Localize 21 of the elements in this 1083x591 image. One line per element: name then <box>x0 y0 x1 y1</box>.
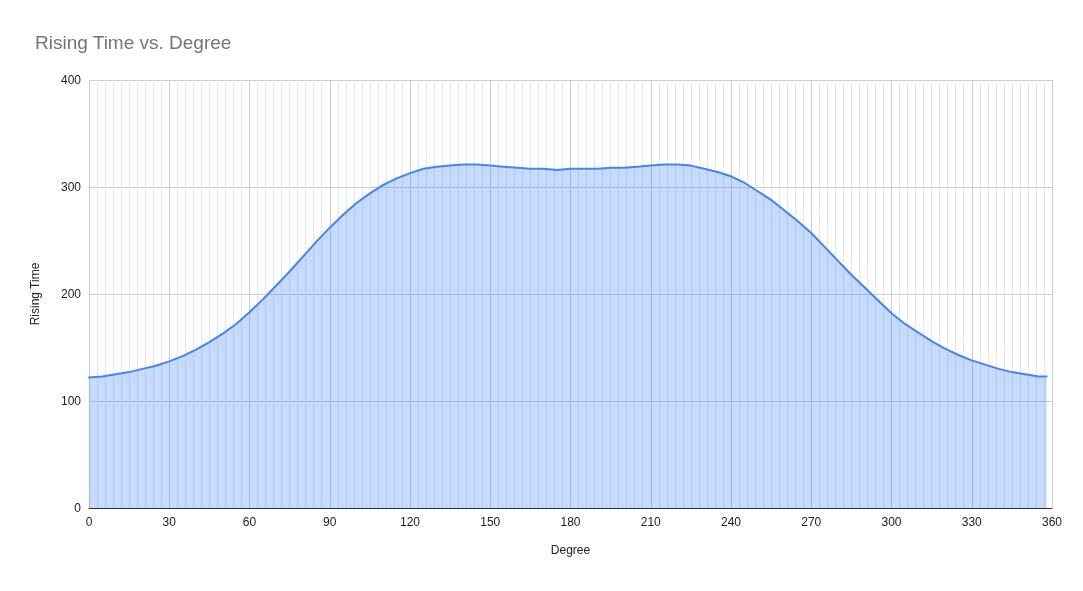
x-tick-label: 240 <box>720 515 742 529</box>
chart-title: Rising Time vs. Degree <box>35 32 232 53</box>
x-tick-label: 90 <box>323 515 337 529</box>
x-tick-label: 210 <box>640 515 662 529</box>
x-tick-label: 360 <box>1041 515 1063 529</box>
y-axis-title: Rising Time <box>28 262 42 326</box>
y-tick-label: 0 <box>74 501 82 515</box>
x-tick-label: 120 <box>399 515 421 529</box>
x-tick-label: 330 <box>961 515 983 529</box>
x-axis-title: Degree <box>550 543 591 557</box>
x-tick-label: 30 <box>162 515 177 529</box>
x-tick-label: 270 <box>801 515 822 529</box>
y-tick-label: 400 <box>60 73 82 87</box>
y-tick-label: 300 <box>60 180 82 194</box>
x-tick-label: 0 <box>85 515 93 529</box>
x-tick-label: 150 <box>480 515 501 529</box>
x-tick-label: 60 <box>242 515 257 529</box>
x-tick-label: 300 <box>881 515 902 529</box>
y-tick-label: 100 <box>60 394 82 408</box>
y-tick-label: 200 <box>60 287 82 301</box>
x-tick-label: 180 <box>560 515 581 529</box>
